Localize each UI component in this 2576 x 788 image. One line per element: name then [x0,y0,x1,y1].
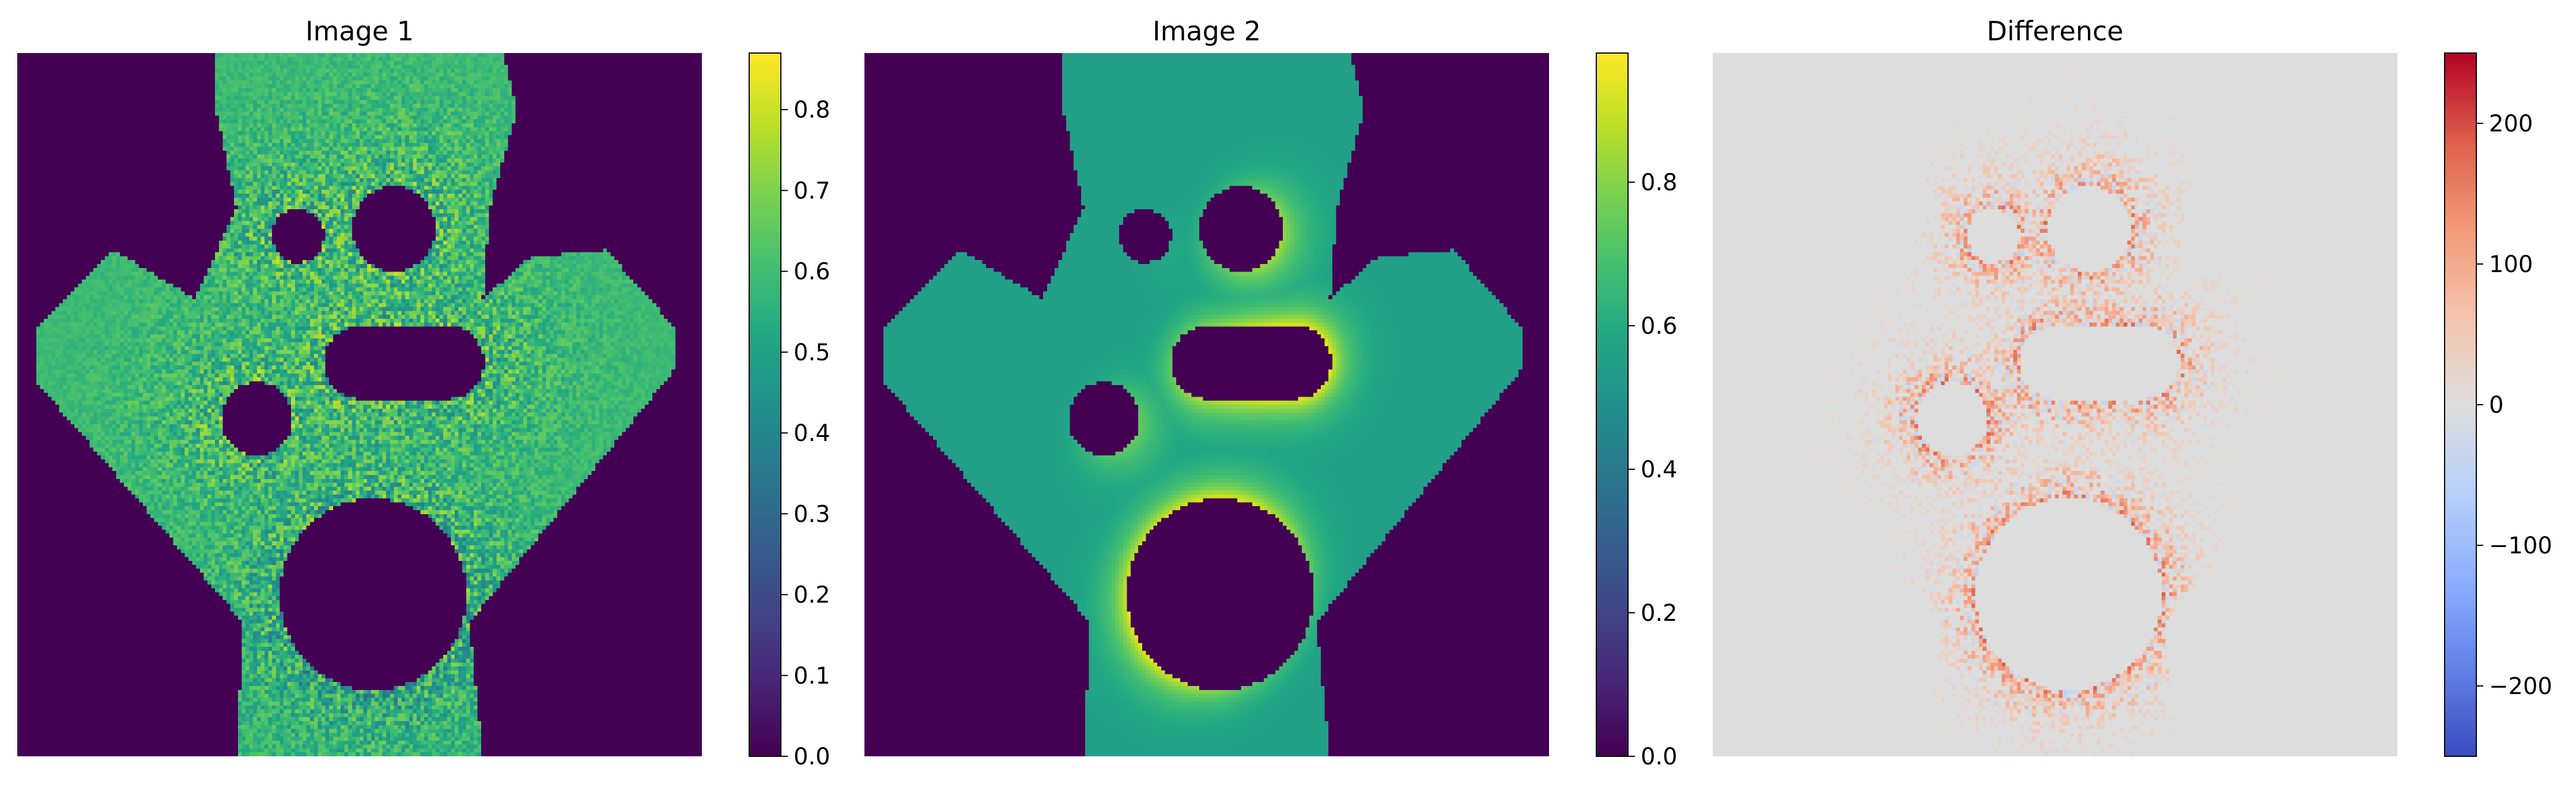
panel-3-colorbar-tick-label: 0 [2489,392,2503,418]
panel-3-colorbar-tick-label: −100 [2489,533,2552,559]
panel-2-colorbar-tick-label: 0.8 [1641,169,1678,196]
panel-1-title: Image 1 [305,16,414,47]
panel-2-heatmap-image [864,53,1549,756]
panel-3-title: Difference [1986,16,2123,47]
panel-3-heatmap-image [1713,53,2397,756]
panel-2-colorbar-tick-label: 0.2 [1641,600,1678,627]
panel-2-colorbar-tick-label: 0.0 [1641,744,1678,770]
panel-1-heatmap-image [17,53,702,756]
panel-2-colorbar-tick-label: 0.6 [1641,313,1678,340]
panel-3-colorbar-tick-label: 200 [2489,111,2533,137]
panel-2-colorbar [1596,53,1628,756]
panel-1-colorbar-tick-label: 0.5 [794,340,830,366]
panel-1-colorbar-frame [749,52,781,757]
panel-1-colorbar [749,53,781,756]
panel-3-colorbar-tick-label: −200 [2489,673,2552,700]
panel-2-colorbar-frame [1596,52,1629,757]
panel-1-colorbar-tick-label: 0.4 [794,420,830,447]
panel-1-colorbar-tick-label: 0.0 [794,744,830,770]
panel-1-colorbar-tick-label: 0.1 [794,663,830,689]
panel-1-colorbar-tick-label: 0.3 [794,501,830,527]
panel-2-colorbar-tick-label: 0.4 [1641,457,1678,483]
panel-2-title: Image 2 [1153,16,1261,47]
panel-1-colorbar-tick-label: 0.6 [794,259,830,285]
panel-3-colorbar [2445,53,2476,756]
panel-1-colorbar-tick-label: 0.7 [794,178,830,204]
panel-1-colorbar-tick-label: 0.8 [794,97,830,123]
panel-3-colorbar-tick-label: 100 [2489,251,2533,278]
panel-1-colorbar-tick-label: 0.2 [794,582,830,609]
